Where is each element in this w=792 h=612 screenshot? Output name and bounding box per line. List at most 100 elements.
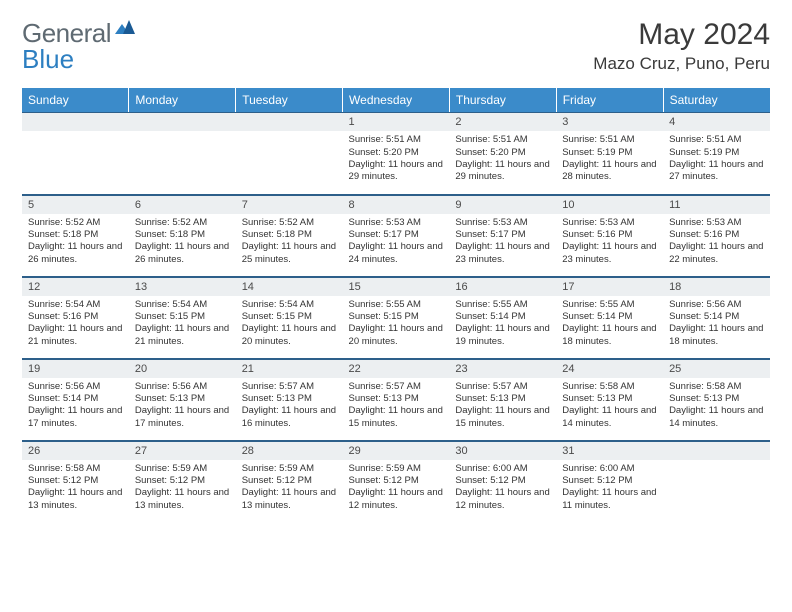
daylight-text: Daylight: 11 hours and 18 minutes.	[669, 323, 764, 348]
sunset-text: Sunset: 5:20 PM	[349, 147, 444, 159]
daylight-text: Daylight: 11 hours and 13 minutes.	[135, 487, 230, 512]
calendar-week-row: 5Sunrise: 5:52 AMSunset: 5:18 PMDaylight…	[22, 194, 770, 276]
sunrise-text: Sunrise: 6:00 AM	[562, 463, 657, 475]
weekday-header: Tuesday	[236, 88, 343, 112]
sunrise-text: Sunrise: 5:52 AM	[28, 217, 123, 229]
sunset-text: Sunset: 5:13 PM	[242, 393, 337, 405]
day-body: Sunrise: 5:59 AMSunset: 5:12 PMDaylight:…	[236, 460, 343, 518]
calendar-week-row: 12Sunrise: 5:54 AMSunset: 5:16 PMDayligh…	[22, 276, 770, 358]
daylight-text: Daylight: 11 hours and 28 minutes.	[562, 159, 657, 184]
location-text: Mazo Cruz, Puno, Peru	[593, 54, 770, 74]
calendar-week-row: 26Sunrise: 5:58 AMSunset: 5:12 PMDayligh…	[22, 440, 770, 522]
day-body: Sunrise: 5:51 AMSunset: 5:19 PMDaylight:…	[556, 131, 663, 189]
sunset-text: Sunset: 5:13 PM	[562, 393, 657, 405]
day-body: Sunrise: 5:52 AMSunset: 5:18 PMDaylight:…	[22, 214, 129, 272]
daylight-text: Daylight: 11 hours and 29 minutes.	[455, 159, 550, 184]
daylight-text: Daylight: 11 hours and 23 minutes.	[562, 241, 657, 266]
calendar-body: 1Sunrise: 5:51 AMSunset: 5:20 PMDaylight…	[22, 112, 770, 522]
sunrise-text: Sunrise: 5:55 AM	[455, 299, 550, 311]
calendar-day-cell: 29 Sunrise: 5:59 AMSunset: 5:12 PMDayligh…	[343, 440, 450, 522]
calendar-day-cell: 31Sunrise: 6:00 AMSunset: 5:12 PMDayligh…	[556, 440, 663, 522]
daylight-text: Daylight: 11 hours and 14 minutes.	[562, 405, 657, 430]
calendar-day-cell: 10Sunrise: 5:53 AMSunset: 5:16 PMDayligh…	[556, 194, 663, 276]
sunset-text: Sunset: 5:16 PM	[669, 229, 764, 241]
sunrise-text: Sunrise: 5:54 AM	[28, 299, 123, 311]
sunrise-text: Sunrise: 5:53 AM	[669, 217, 764, 229]
daylight-text: Daylight: 11 hours and 21 minutes.	[135, 323, 230, 348]
day-body: Sunrise: 5:54 AMSunset: 5:15 PMDaylight:…	[129, 296, 236, 354]
weekday-header: Sunday	[22, 88, 129, 112]
day-number: 18	[663, 277, 770, 296]
weekday-header-row: Sunday Monday Tuesday Wednesday Thursday…	[22, 88, 770, 112]
day-body: Sunrise: 5:53 AMSunset: 5:17 PMDaylight:…	[343, 214, 450, 272]
calendar-day-cell: 27Sunrise: 5:59 AMSunset: 5:12 PMDayligh…	[129, 440, 236, 522]
sunset-text: Sunset: 5:17 PM	[455, 229, 550, 241]
day-body: Sunrise: 5:51 AMSunset: 5:19 PMDaylight:…	[663, 131, 770, 189]
day-body: Sunrise: 5:53 AMSunset: 5:16 PMDaylight:…	[663, 214, 770, 272]
sunset-text: Sunset: 5:12 PM	[349, 475, 444, 487]
daylight-text: Daylight: 11 hours and 16 minutes.	[242, 405, 337, 430]
day-number: 5	[22, 195, 129, 214]
day-body: Sunrise: 5:54 AMSunset: 5:16 PMDaylight:…	[22, 296, 129, 354]
logo-mark-icon	[115, 18, 135, 39]
logo-text-blue: Blue	[22, 44, 74, 74]
daylight-text: Daylight: 11 hours and 12 minutes.	[349, 487, 444, 512]
sunset-text: Sunset: 5:14 PM	[28, 393, 123, 405]
day-number-empty	[22, 112, 129, 131]
daylight-text: Daylight: 11 hours and 19 minutes.	[455, 323, 550, 348]
day-body: Sunrise: 5:59 AMSunset: 5:12 PMDaylight:…	[129, 460, 236, 518]
calendar-day-cell: 23Sunrise: 5:57 AMSunset: 5:13 PMDayligh…	[449, 358, 556, 440]
day-body: Sunrise: 6:00 AMSunset: 5:12 PMDaylight:…	[556, 460, 663, 518]
calendar-day-cell: 14Sunrise: 5:54 AMSunset: 5:15 PMDayligh…	[236, 276, 343, 358]
calendar-week-row: 1Sunrise: 5:51 AMSunset: 5:20 PMDaylight…	[22, 112, 770, 194]
calendar-day-cell: 25Sunrise: 5:58 AMSunset: 5:13 PMDayligh…	[663, 358, 770, 440]
calendar-day-cell: 9Sunrise: 5:53 AMSunset: 5:17 PMDaylight…	[449, 194, 556, 276]
calendar-day-cell: 15Sunrise: 5:55 AMSunset: 5:15 PMDayligh…	[343, 276, 450, 358]
day-number: 10	[556, 195, 663, 214]
calendar-day-cell: 8Sunrise: 5:53 AMSunset: 5:17 PMDaylight…	[343, 194, 450, 276]
day-number: 29	[343, 441, 450, 460]
day-number: 14	[236, 277, 343, 296]
day-body: Sunrise: 5:55 AMSunset: 5:14 PMDaylight:…	[556, 296, 663, 354]
calendar-empty-cell	[236, 112, 343, 194]
daylight-text: Daylight: 11 hours and 20 minutes.	[242, 323, 337, 348]
daylight-text: Daylight: 11 hours and 13 minutes.	[28, 487, 123, 512]
weekday-header: Saturday	[663, 88, 770, 112]
page-root: General May 2024 Mazo Cruz, Puno, Peru B…	[0, 0, 792, 612]
sunrise-text: Sunrise: 5:53 AM	[455, 217, 550, 229]
calendar-day-cell: 17Sunrise: 5:55 AMSunset: 5:14 PMDayligh…	[556, 276, 663, 358]
sunrise-text: Sunrise: 5:51 AM	[562, 134, 657, 146]
sunrise-text: Sunrise: 5:54 AM	[135, 299, 230, 311]
sunset-text: Sunset: 5:20 PM	[455, 147, 550, 159]
day-number: 16	[449, 277, 556, 296]
calendar-day-cell: 1Sunrise: 5:51 AMSunset: 5:20 PMDaylight…	[343, 112, 450, 194]
daylight-text: Daylight: 11 hours and 12 minutes.	[455, 487, 550, 512]
daylight-text: Daylight: 11 hours and 11 minutes.	[562, 487, 657, 512]
day-number: 24	[556, 359, 663, 378]
sunset-text: Sunset: 5:15 PM	[242, 311, 337, 323]
sunrise-text: Sunrise: 5:59 AM	[349, 463, 444, 475]
daylight-text: Daylight: 11 hours and 13 minutes.	[242, 487, 337, 512]
sunset-text: Sunset: 5:12 PM	[455, 475, 550, 487]
daylight-text: Daylight: 11 hours and 15 minutes.	[455, 405, 550, 430]
calendar-day-cell: 24Sunrise: 5:58 AMSunset: 5:13 PMDayligh…	[556, 358, 663, 440]
sunset-text: Sunset: 5:18 PM	[28, 229, 123, 241]
calendar-day-cell: 26Sunrise: 5:58 AMSunset: 5:12 PMDayligh…	[22, 440, 129, 522]
sunrise-text: Sunrise: 5:59 AM	[135, 463, 230, 475]
day-number: 27	[129, 441, 236, 460]
sunrise-text: Sunrise: 5:55 AM	[349, 299, 444, 311]
sunrise-text: Sunrise: 5:53 AM	[562, 217, 657, 229]
calendar-day-cell: 22Sunrise: 5:57 AMSunset: 5:13 PMDayligh…	[343, 358, 450, 440]
day-body: Sunrise: 5:54 AMSunset: 5:15 PMDaylight:…	[236, 296, 343, 354]
sunrise-text: Sunrise: 5:52 AM	[135, 217, 230, 229]
sunset-text: Sunset: 5:13 PM	[455, 393, 550, 405]
day-body: Sunrise: 5:58 AMSunset: 5:12 PMDaylight:…	[22, 460, 129, 518]
day-body: Sunrise: 5:52 AMSunset: 5:18 PMDaylight:…	[236, 214, 343, 272]
sunset-text: Sunset: 5:12 PM	[28, 475, 123, 487]
day-number: 31	[556, 441, 663, 460]
day-body: Sunrise: 5:53 AMSunset: 5:17 PMDaylight:…	[449, 214, 556, 272]
day-body: Sunrise: 5:56 AMSunset: 5:14 PMDaylight:…	[663, 296, 770, 354]
day-number: 3	[556, 112, 663, 131]
top-bar: General May 2024 Mazo Cruz, Puno, Peru	[22, 18, 770, 74]
calendar-day-cell: 16Sunrise: 5:55 AMSunset: 5:14 PMDayligh…	[449, 276, 556, 358]
